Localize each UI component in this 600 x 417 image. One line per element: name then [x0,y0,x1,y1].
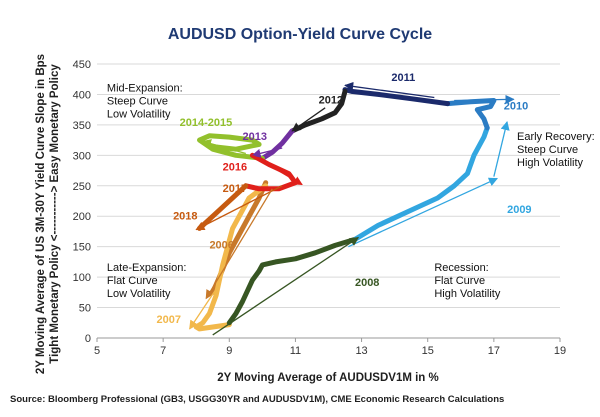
x-tick-labels: 5 7 9 11 13 15 17 19 [94,345,566,357]
y-tick-250: 250 [73,181,91,193]
source-note: Source: Bloomberg Professional (GB3, USG… [10,394,504,405]
phase-annotation-line: High Volatility [434,288,501,300]
arrow-2 [493,120,510,177]
year-label-2017: 2017 [223,183,247,195]
phase-annotation-line: Flat Curve [107,275,158,287]
x-tick-7: 7 [160,345,166,357]
arrow-9 [205,188,273,300]
year-label-2018: 2018 [173,210,197,222]
arrow-1 [454,94,515,105]
series-line-2010 [445,98,497,131]
year-label-2009: 2009 [507,204,531,216]
y-tick-50: 50 [79,303,91,315]
year-label-2013: 2013 [243,131,267,143]
y-tick-0: 0 [85,333,91,345]
year-label-2007: 2007 [157,314,181,326]
x-axis-label: 2Y Moving Average of AUDUSDV1M in % [217,372,439,384]
grid-lines [97,63,560,339]
phase-annotation-line: Late-Expansion: [107,262,186,274]
arrow-0 [344,81,435,99]
phase-annotation-line: Mid-Expansion: [107,82,183,94]
arrow-8 [195,185,283,231]
y-tick-labels: 0 50 100 150 200 250 300 350 400 450 [73,59,91,345]
x-tick-17: 17 [488,345,500,357]
series-line-2017 [197,183,249,231]
series-line-2012 [289,88,348,134]
x-tick-11: 11 [290,345,301,357]
x-tick-5: 5 [94,345,100,357]
year-label-2014-2015: 2014-2015 [180,117,233,129]
x-tick-13: 13 [355,345,367,357]
y-tick-300: 300 [73,150,91,162]
x-tick-15: 15 [422,345,434,357]
phase-annotation-2: Late-Expansion: Flat Curve Low Volatility [107,262,186,300]
arrow-7 [252,154,303,186]
y-tick-400: 400 [73,89,91,101]
arrow-10 [189,288,217,330]
year-label-2008: 2008 [355,277,379,289]
arrow-11 [212,236,360,336]
axes [96,337,561,342]
year-label-2010: 2010 [504,101,528,113]
year-label-2006: 2006 [209,239,233,251]
series-line-2008 [226,236,358,326]
phase-annotation-3: Recession: Flat Curve High Volatility [434,262,501,300]
series-line-2007 [193,183,269,332]
phase-annotation-line: Steep Curve [107,95,168,107]
phase-annotation-line: Flat Curve [434,275,485,287]
phase-annotation-line: Low Volatility [107,108,171,120]
arrow-4 [291,107,326,132]
y-axis-label-line1: 2Y Moving Average of US 3M-30Y Yield Cur… [35,54,47,374]
phase-annotation-line: Early Recovery: [517,131,595,143]
arrow-5 [251,147,283,158]
year-label-2016: 2016 [223,162,247,174]
arrow-3 [348,177,498,248]
year-label-2012: 2012 [319,95,343,107]
phase-annotations: Mid-Expansion: Steep Curve Low VolatilityE… [107,82,595,300]
series-line-2009 [352,125,490,242]
phase-annotation-0: Mid-Expansion: Steep Curve Low Volatility [107,82,183,120]
phase-annotation-line: Low Volatility [107,288,171,300]
y-tick-200: 200 [73,211,91,223]
phase-annotation-line: Recession: [434,262,488,274]
y-tick-350: 350 [73,120,91,132]
series-line-2013 [259,128,295,161]
series-line-2016 [243,152,298,192]
x-tick-9: 9 [226,345,232,357]
x-tick-19: 19 [554,345,566,357]
phase-annotation-1: Early Recovery: Steep Curve High Volatilit… [517,131,595,169]
phase-annotation-line: High Volatility [517,157,584,169]
year-label-2011: 2011 [391,72,415,84]
y-tick-100: 100 [73,272,91,284]
arrow-6 [201,139,246,155]
arrow-annotations [189,81,515,336]
y-tick-450: 450 [73,59,91,71]
y-tick-150: 150 [73,242,91,254]
y-axis-label-line2: Tight Monetary Policy <-----------> Easy… [49,64,61,364]
series-line-2014-2015 [197,133,265,161]
year-labels: 2011 2010 2012 2014-2015 2013 2016 2017 2018 200… [157,72,532,326]
phase-annotation-line: Steep Curve [517,144,578,156]
chart-title: AUDUSD Option-Yield Curve Cycle [168,26,432,43]
